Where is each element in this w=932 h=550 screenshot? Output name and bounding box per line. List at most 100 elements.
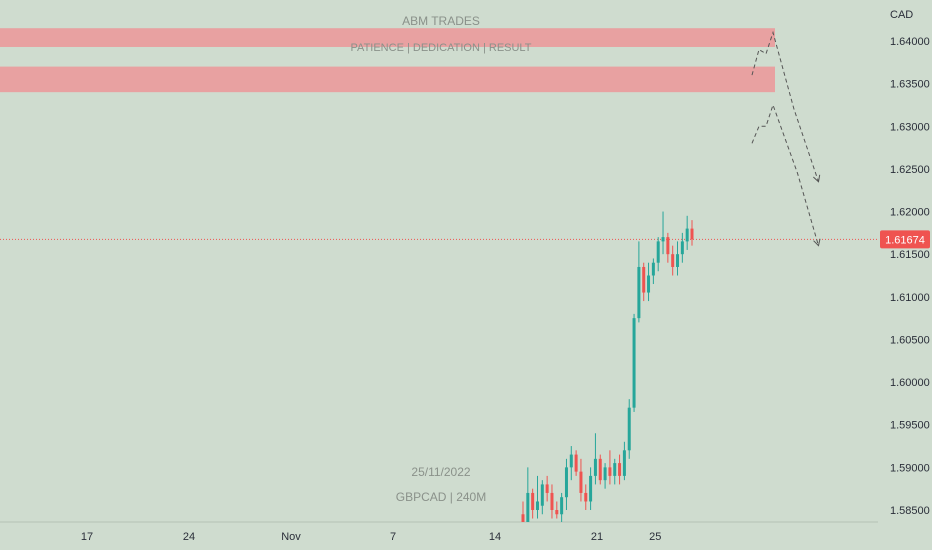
current-price-label: 1.61674 bbox=[885, 234, 925, 246]
candle-body bbox=[593, 458, 597, 476]
candle-body bbox=[666, 237, 670, 255]
candle[interactable] bbox=[569, 446, 573, 481]
candles-layer bbox=[521, 211, 694, 522]
watermark-pair: GBPCAD | 240M bbox=[396, 490, 486, 504]
candle[interactable] bbox=[661, 211, 665, 255]
time-axis-background[interactable] bbox=[0, 522, 878, 550]
candle[interactable] bbox=[676, 241, 680, 276]
candle-body bbox=[545, 484, 549, 493]
candle[interactable] bbox=[622, 441, 626, 481]
candle[interactable] bbox=[656, 237, 660, 272]
candle-body bbox=[555, 510, 559, 515]
y-tick-label: 1.64000 bbox=[890, 36, 930, 48]
watermark-title: ABM TRADES bbox=[402, 14, 480, 28]
candle[interactable] bbox=[550, 484, 554, 519]
candle[interactable] bbox=[574, 450, 578, 476]
x-tick-label: 14 bbox=[489, 531, 501, 543]
candle-body bbox=[531, 492, 535, 510]
y-tick-label: 1.59500 bbox=[890, 420, 930, 432]
candle[interactable] bbox=[531, 488, 535, 519]
candle[interactable] bbox=[685, 215, 689, 250]
y-tick-label: 1.59000 bbox=[890, 462, 930, 474]
candle[interactable] bbox=[651, 258, 655, 285]
candle[interactable] bbox=[637, 241, 641, 323]
candle-body bbox=[569, 454, 573, 468]
candle[interactable] bbox=[613, 458, 617, 485]
candle-body bbox=[560, 497, 564, 515]
candle-body bbox=[589, 475, 593, 502]
candle-body bbox=[564, 467, 568, 498]
x-tick-label: 24 bbox=[183, 531, 195, 543]
y-tick-label: 1.62000 bbox=[890, 207, 930, 219]
x-tick-label: 17 bbox=[81, 531, 93, 543]
watermark-subtitle: PATIENCE | DEDICATION | RESULT bbox=[351, 42, 532, 54]
candle-body bbox=[651, 262, 655, 276]
y-tick-label: 1.60500 bbox=[890, 334, 930, 346]
candle[interactable] bbox=[535, 475, 539, 519]
candle[interactable] bbox=[671, 245, 675, 276]
candle[interactable] bbox=[690, 220, 694, 246]
candle-body bbox=[598, 458, 602, 481]
y-tick-label: 1.63000 bbox=[890, 121, 930, 133]
candle-body bbox=[637, 266, 641, 319]
candle-body bbox=[622, 450, 626, 476]
candle[interactable] bbox=[579, 458, 583, 502]
candle[interactable] bbox=[647, 262, 651, 302]
y-axis-ticks: 1.64000 1.63500 1.63000 1.62500 1.62000 1.615… bbox=[890, 36, 930, 517]
candle-body bbox=[618, 463, 622, 476]
x-tick-label: Nov bbox=[281, 531, 301, 543]
candle-body bbox=[690, 228, 694, 240]
candle-body bbox=[550, 492, 554, 510]
x-tick-label: 7 bbox=[390, 531, 396, 543]
y-tick-label: 1.61000 bbox=[890, 292, 930, 304]
candle[interactable] bbox=[627, 399, 631, 459]
x-axis-ticks: 17 24 Nov 7 14 21 25 bbox=[81, 531, 662, 543]
candle[interactable] bbox=[540, 480, 544, 515]
candle-body bbox=[680, 241, 684, 255]
candle[interactable] bbox=[589, 467, 593, 510]
x-tick-label: 25 bbox=[649, 531, 661, 543]
candle[interactable] bbox=[545, 475, 549, 502]
candle[interactable] bbox=[564, 458, 568, 510]
candle-body bbox=[521, 514, 525, 522]
candle-body bbox=[574, 454, 578, 472]
candle-body bbox=[671, 254, 675, 267]
candle[interactable] bbox=[560, 492, 564, 522]
candle[interactable] bbox=[603, 463, 607, 489]
candle-body bbox=[540, 484, 544, 506]
candle-body bbox=[535, 501, 539, 510]
candle-body bbox=[656, 241, 660, 263]
candle[interactable] bbox=[526, 467, 530, 522]
y-tick-label: 1.62500 bbox=[890, 164, 930, 176]
candle[interactable] bbox=[521, 501, 525, 522]
candle[interactable] bbox=[680, 232, 684, 263]
projection-layer bbox=[751, 30, 821, 247]
candle[interactable] bbox=[584, 484, 588, 510]
supply-zone-lower[interactable] bbox=[0, 66, 775, 93]
y-tick-label: 1.63500 bbox=[890, 79, 930, 91]
candle-body bbox=[685, 228, 689, 242]
candle[interactable] bbox=[593, 433, 597, 485]
candle[interactable] bbox=[555, 501, 559, 519]
candle[interactable] bbox=[642, 262, 646, 302]
candle[interactable] bbox=[598, 454, 602, 485]
candle[interactable] bbox=[618, 454, 622, 485]
y-tick-label: 1.61500 bbox=[890, 249, 930, 261]
candle-body bbox=[647, 275, 651, 293]
currency-label: CAD bbox=[890, 9, 913, 21]
price-axis-background[interactable] bbox=[878, 0, 932, 550]
candle[interactable] bbox=[666, 232, 670, 263]
candle-body bbox=[642, 266, 646, 293]
candle[interactable] bbox=[608, 450, 612, 485]
projection-arrowhead bbox=[813, 238, 821, 247]
candle-body bbox=[632, 318, 636, 408]
y-tick-label: 1.60000 bbox=[890, 377, 930, 389]
candle-body bbox=[676, 254, 680, 267]
supply-zone-upper[interactable] bbox=[0, 28, 775, 47]
projection-arrowhead bbox=[813, 174, 821, 183]
candle[interactable] bbox=[632, 313, 636, 412]
projection-path bbox=[751, 30, 819, 182]
watermark-date: 25/11/2022 bbox=[411, 465, 470, 479]
